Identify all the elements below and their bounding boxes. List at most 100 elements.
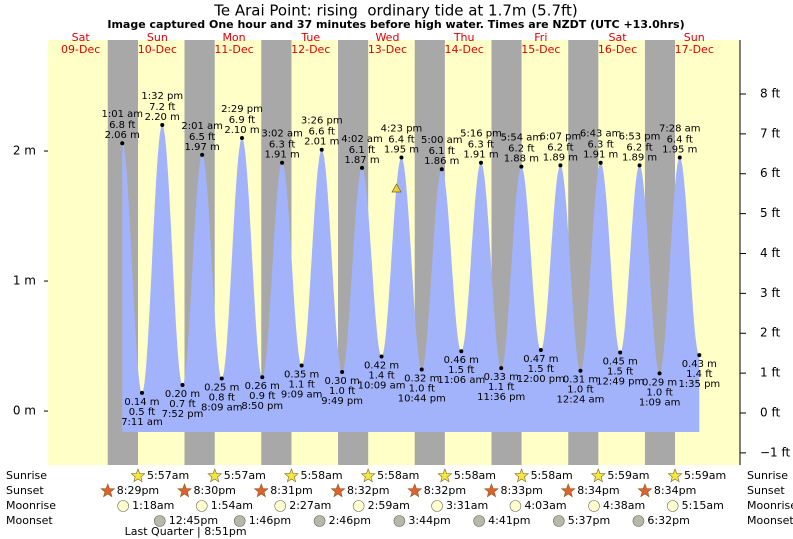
- moonset-icon: [393, 515, 406, 527]
- tide-label: 1.5 ft: [448, 365, 474, 376]
- tide-label: 6:53 pm: [619, 131, 661, 142]
- tide-label: 10:09 am: [358, 380, 406, 391]
- tide-point: [200, 152, 205, 157]
- moonrise-time: 2:27am: [289, 499, 331, 512]
- tide-label: 6.1 ft: [349, 145, 375, 156]
- tide-label: 0.32 m: [404, 373, 439, 384]
- sunrise-icon: [437, 468, 453, 483]
- tide-label: 1.91 m: [265, 150, 300, 161]
- tide-label: 5:16 pm: [460, 129, 502, 140]
- tide-point: [478, 160, 483, 165]
- tide-label: 0.7 ft: [169, 399, 195, 410]
- y-tick-label: 0 m: [13, 404, 36, 418]
- tide-label: 9:49 pm: [321, 396, 363, 407]
- y2-tick-label: 2 ft: [760, 326, 780, 340]
- tide-point: [280, 160, 285, 165]
- tide-label: 0.47 m: [523, 354, 558, 365]
- tide-label: 1.86 m: [424, 156, 459, 167]
- tide-label: 2.01 m: [304, 137, 339, 148]
- tide-label: 1.91 m: [463, 150, 498, 161]
- tide-point: [180, 383, 185, 388]
- sunset-time: 8:32pm: [347, 484, 389, 497]
- day-date: 17-Dec: [675, 43, 714, 56]
- tide-label: 1.97 m: [185, 142, 220, 153]
- day-date: 14-Dec: [445, 43, 484, 56]
- tide-point: [139, 390, 144, 395]
- tide-label: 6.3 ft: [468, 140, 494, 151]
- tide-label: 7.2 ft: [149, 102, 175, 113]
- moon-phase: Last Quarter | 8:51pm: [125, 525, 247, 538]
- tide-label: 6.1 ft: [429, 146, 455, 157]
- day-date: 12-Dec: [291, 43, 330, 56]
- y2-tick-label: 7 ft: [760, 126, 780, 140]
- tide-point: [379, 354, 384, 359]
- tide-label: 6:43 am: [580, 129, 622, 140]
- moonset-icon: [552, 515, 565, 527]
- tide-label: 8:09 am: [201, 403, 243, 414]
- tide-label: 0.29 m: [642, 377, 677, 388]
- tide-label: 12:49 pm: [596, 377, 644, 388]
- tide-label: 1:01 am: [101, 109, 143, 120]
- sunrise-time: 5:57am: [147, 469, 189, 482]
- tide-point: [260, 375, 265, 380]
- tide-label: 1.1 ft: [488, 382, 514, 393]
- tide-point: [299, 363, 304, 368]
- tide-point: [239, 136, 244, 141]
- tide-label: 2:29 pm: [221, 104, 263, 115]
- tide-label: 0.26 m: [245, 381, 280, 392]
- sunset-icon: [483, 483, 499, 498]
- moonrise-icon: [431, 500, 443, 512]
- tide-label: 11:06 am: [437, 375, 485, 386]
- y-tick-label: 2 m: [13, 144, 36, 158]
- tide-label: 6.2 ft: [547, 142, 573, 153]
- tide-label: 0.9 ft: [249, 391, 275, 402]
- tide-label: 6.4 ft: [667, 135, 693, 146]
- tide-label: 0.14 m: [124, 397, 159, 408]
- sunset-time: 8:33pm: [500, 484, 542, 497]
- tide-label: 6.2 ft: [626, 142, 652, 153]
- sunrise-icon: [207, 468, 223, 483]
- tide-label: 1.91 m: [583, 150, 618, 161]
- y-tick-label: 1 m: [13, 274, 36, 288]
- tide-point: [419, 367, 424, 372]
- tide-point: [340, 370, 345, 375]
- tide-point: [558, 163, 563, 168]
- sunrise-icon: [130, 468, 146, 483]
- tide-label: 0.5 ft: [129, 407, 155, 418]
- row-label: Sunset: [6, 484, 44, 497]
- moonset-icon: [632, 515, 645, 527]
- tide-point: [618, 350, 623, 355]
- day-name: Tue: [300, 31, 320, 44]
- tide-point: [319, 147, 324, 152]
- moonrise-icon: [195, 500, 208, 512]
- current-tide-marker: [391, 183, 402, 193]
- tide-point: [439, 167, 444, 172]
- day-date: 16-Dec: [598, 43, 637, 56]
- moonset-icon: [473, 515, 485, 527]
- moonrise-time: 1:54am: [211, 499, 253, 512]
- sunrise-icon: [514, 468, 530, 483]
- sunset-time: 8:30pm: [194, 484, 236, 497]
- moonrise-time: 3:31am: [446, 499, 488, 512]
- tide-label: 0.45 m: [603, 357, 638, 368]
- tide-label: 6.8 ft: [109, 120, 135, 131]
- tide-point: [160, 123, 165, 128]
- sunrise-time: 5:58am: [300, 469, 342, 482]
- sunset-time: 8:31pm: [270, 484, 312, 497]
- sunset-time: 8:34pm: [654, 484, 696, 497]
- tide-label: 8:50 pm: [241, 401, 283, 412]
- tide-label: 1.89 m: [622, 152, 657, 163]
- row-label: Sunset: [747, 484, 785, 497]
- moonrise-icon: [588, 500, 600, 512]
- tide-point: [459, 349, 464, 354]
- moonrise-time: 4:03am: [524, 499, 566, 512]
- tide-label: 2:01 am: [181, 121, 223, 132]
- sunset-icon: [407, 483, 423, 498]
- tide-point: [677, 155, 682, 160]
- day-date: 15-Dec: [521, 43, 560, 56]
- sunrise-icon: [667, 468, 683, 483]
- moonset-time: 4:41pm: [488, 514, 530, 527]
- tide-label: 12:00 pm: [517, 374, 565, 385]
- tide-label: 1.4 ft: [686, 369, 712, 380]
- moonset-icon: [313, 515, 326, 527]
